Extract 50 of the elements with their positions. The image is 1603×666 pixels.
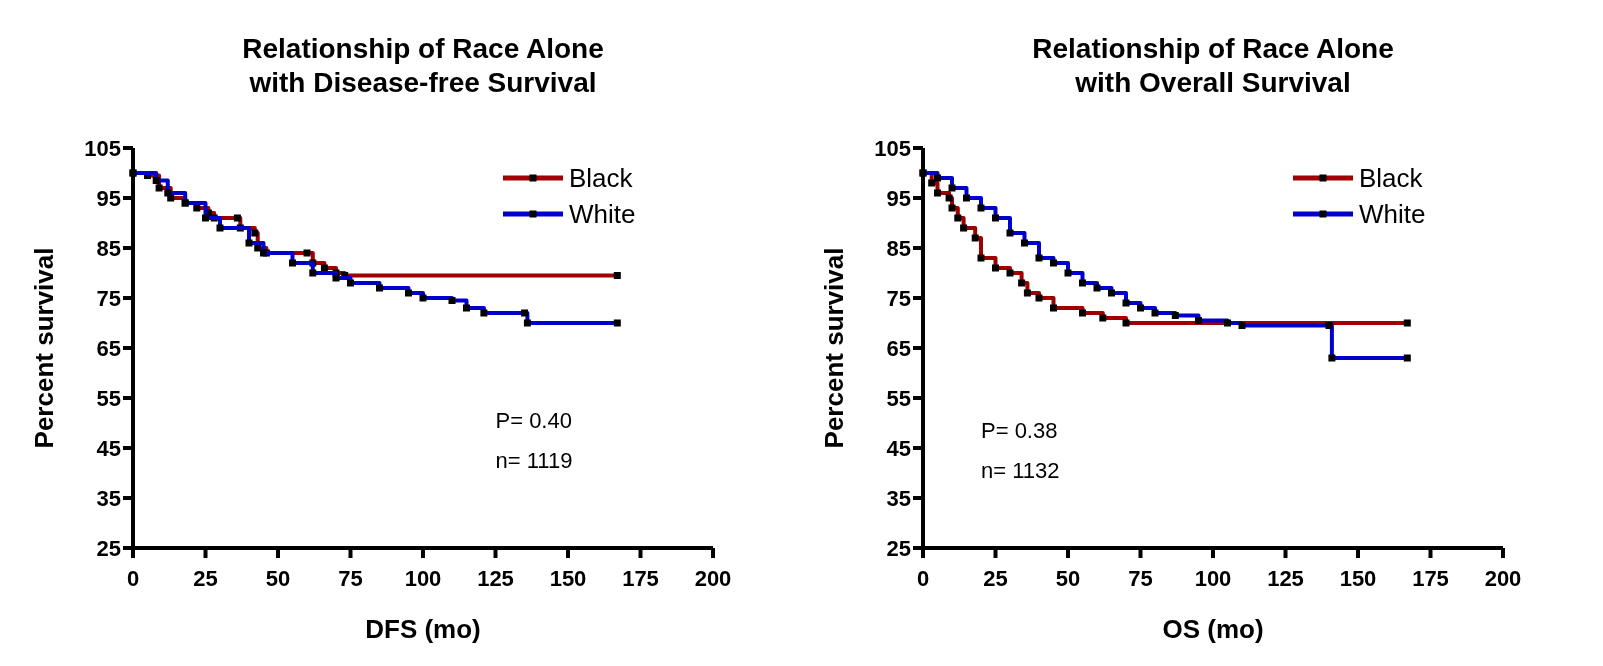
y-tick-label: 85 [886, 235, 911, 261]
chart-title: Relationship of Race Alone with Overall Survival [1032, 33, 1394, 98]
annotation: P= 0.38 [981, 418, 1058, 443]
x-tick-label: 25 [193, 566, 218, 591]
x-tick-label: 175 [1412, 566, 1449, 591]
y-tick-label: 75 [886, 285, 911, 311]
y-tick-label: 55 [96, 385, 121, 411]
y-tick-label: 65 [886, 335, 911, 361]
legend-label: White [569, 199, 636, 230]
annotation: n= 1119 [495, 448, 573, 473]
y-tick-label: 25 [96, 535, 121, 561]
x-tick-label: 75 [338, 566, 363, 591]
y-tick-label: 75 [96, 285, 121, 311]
y-tick-label: 55 [886, 385, 911, 411]
x-tick-label: 50 [1055, 566, 1081, 591]
y-tick-label: 105 [874, 135, 911, 161]
x-tick-label: 200 [1484, 566, 1522, 591]
y-tick-label: 95 [96, 185, 121, 211]
y-tick-label: 65 [96, 335, 121, 361]
y-tick-label: 35 [886, 485, 911, 511]
x-tick-label: 175 [622, 566, 659, 591]
x-tick-label: 200 [694, 566, 732, 591]
chart-title: Relationship of Race Alone with Disease-free Survival [242, 33, 604, 98]
y-axis-title: Percent survival [29, 247, 59, 449]
x-axis-title: DFS (mo) [365, 614, 481, 644]
legend-label: Black [1359, 163, 1424, 194]
x-tick-label: 100 [404, 566, 442, 591]
y-tick-label: 105 [84, 135, 121, 161]
x-tick-label: 150 [1339, 566, 1377, 591]
y-axis-title: Percent survival [819, 247, 849, 449]
y-tick-label: 95 [886, 185, 911, 211]
x-tick-label: 75 [1128, 566, 1153, 591]
annotation: P= 0.40 [495, 408, 572, 433]
legend-label: White [1359, 199, 1426, 230]
x-tick-label: 50 [265, 566, 291, 591]
x-axis-title: OS (mo) [1162, 614, 1264, 644]
annotation: n= 1132 [981, 458, 1060, 483]
x-tick-label: 25 [983, 566, 1008, 591]
x-tick-label: 0 [916, 566, 930, 591]
y-tick-label: 35 [96, 485, 121, 511]
x-tick-label: 125 [1267, 566, 1304, 591]
x-tick-label: 100 [1194, 566, 1232, 591]
x-tick-label: 0 [126, 566, 140, 591]
x-tick-label: 125 [477, 566, 514, 591]
legend-label: Black [569, 163, 634, 194]
y-tick-label: 45 [96, 435, 121, 461]
y-tick-label: 85 [96, 235, 121, 261]
y-tick-label: 25 [886, 535, 911, 561]
y-tick-label: 45 [886, 435, 911, 461]
x-tick-label: 150 [549, 566, 587, 591]
